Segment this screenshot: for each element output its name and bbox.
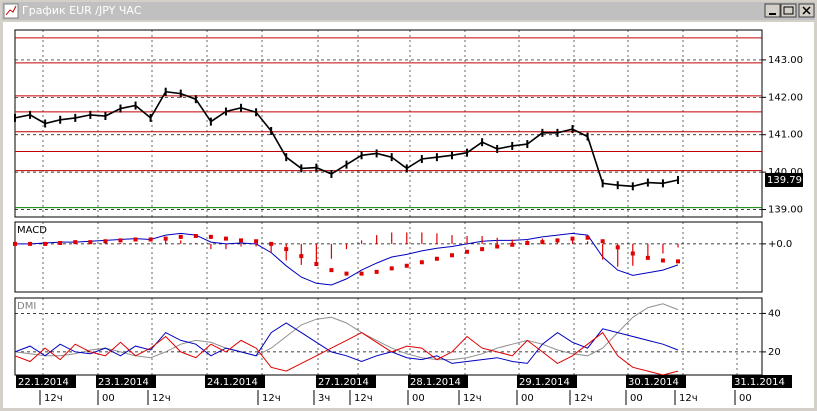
signal-dot (480, 247, 485, 252)
signal-dot (239, 238, 244, 243)
panel-title: DMI (17, 301, 36, 312)
signal-dot (163, 236, 168, 241)
date-label: 24.1.2014 (207, 377, 258, 388)
signal-dot (148, 237, 153, 242)
signal-dot (329, 268, 334, 273)
signal-dot (600, 239, 605, 244)
title-bar (2, 2, 815, 20)
panel-title: MACD (17, 225, 47, 236)
signal-dot (495, 244, 500, 249)
signal-dot (660, 258, 665, 263)
date-box (205, 375, 265, 388)
hour-label: 12ч (44, 393, 63, 404)
signal-dot (449, 253, 454, 258)
hour-label: 00 (521, 393, 534, 404)
hour-label: 00 (102, 393, 115, 404)
date-label: 30.1.2014 (628, 377, 679, 388)
hour-label: 12ч (463, 393, 482, 404)
series-line (14, 322, 679, 364)
date-box (626, 375, 686, 388)
signal-dot (344, 271, 349, 276)
signal-dot (13, 241, 17, 246)
close-icon (802, 6, 811, 15)
hour-label: 00 (739, 393, 752, 404)
series-line (14, 303, 679, 361)
y-tick-label: 143.00 (768, 55, 803, 66)
signal-dot (585, 235, 590, 240)
y-tick-label: 140.00 (768, 167, 803, 178)
signal-dot (404, 263, 409, 268)
y-tick-label: 40 (768, 308, 781, 319)
signal-dot (676, 259, 680, 264)
signal-dot (178, 234, 183, 239)
signal-dot (193, 234, 198, 238)
signal-dot (389, 266, 394, 271)
series-line (14, 331, 679, 376)
date-box (517, 375, 577, 388)
date-label: 31.1.2014 (734, 377, 785, 388)
panel-frame (14, 29, 763, 218)
signal-dot (223, 236, 228, 241)
series-line (15, 232, 679, 286)
y-tick-label: +0.0 (768, 239, 792, 250)
signal-dot (419, 260, 424, 265)
date-label: 22.1.2014 (18, 377, 69, 388)
hour-label: 12ч (354, 393, 373, 404)
y-tick-label: 141.00 (768, 130, 803, 141)
maximize-button[interactable] (780, 3, 797, 18)
panel-frame (14, 297, 763, 376)
date-label: 28.1.2014 (410, 377, 461, 388)
date-box (732, 375, 792, 388)
signal-dot (28, 241, 33, 246)
signal-dot (73, 240, 78, 245)
app-icon-line (5, 5, 17, 16)
last-price-box (765, 172, 803, 187)
signal-dot (103, 239, 108, 244)
hour-label: 12ч (574, 393, 593, 404)
y-tick-label: 20 (768, 347, 781, 358)
signal-dot (374, 269, 379, 274)
signal-dot (434, 256, 439, 261)
hour-label: 00 (630, 393, 643, 404)
signal-dot (510, 242, 515, 247)
panel-frame (14, 221, 763, 293)
signal-dot (208, 234, 213, 239)
window-title: График EUR /JPY ЧАС (22, 4, 142, 17)
signal-dot (88, 240, 93, 245)
hour-label: 12ч (679, 393, 698, 404)
minimize-button[interactable] (764, 3, 781, 18)
signal-dot (133, 237, 138, 242)
hour-label: 12ч (152, 393, 171, 404)
date-box (316, 375, 376, 388)
date-label: 23.1.2014 (98, 377, 149, 388)
signal-dot (254, 239, 259, 244)
signal-dot (314, 262, 319, 266)
y-tick-label: 142.00 (768, 92, 803, 103)
date-label: 27.1.2014 (318, 377, 369, 388)
date-box (96, 375, 156, 388)
signal-dot (465, 249, 470, 254)
hour-label: 3ч (318, 393, 330, 404)
y-tick-label: 139.00 (768, 205, 803, 216)
hour-label: 12ч (262, 393, 281, 404)
date-box (16, 375, 76, 388)
date-label: 29.1.2014 (519, 377, 570, 388)
signal-dot (359, 271, 364, 276)
last-price-label: 139.79 (767, 175, 802, 186)
hour-label: 00 (412, 393, 425, 404)
date-box (408, 375, 468, 388)
maximize-icon (783, 6, 794, 15)
signal-dot (118, 238, 123, 243)
